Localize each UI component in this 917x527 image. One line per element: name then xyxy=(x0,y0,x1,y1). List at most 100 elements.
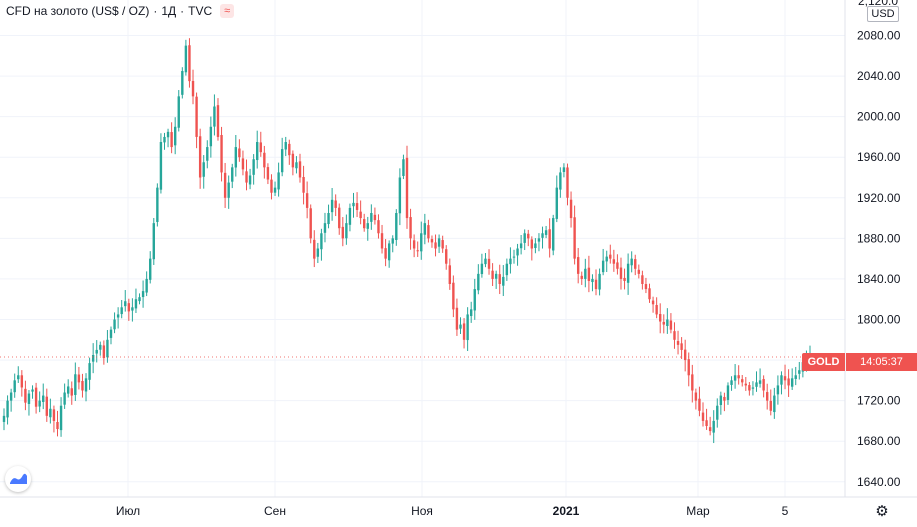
candle-body xyxy=(626,263,630,283)
candle-body xyxy=(648,288,651,300)
candle-body xyxy=(17,375,20,380)
candle-body xyxy=(694,392,698,401)
candle-body xyxy=(270,179,273,193)
candle-body xyxy=(280,149,284,173)
chart-header: CFD на золото (US$ / OZ) · 1Д · TVC ≈ xyxy=(6,3,235,19)
candle-body xyxy=(455,307,459,330)
candle-body xyxy=(170,132,173,148)
candle-body xyxy=(56,421,59,430)
candle-body xyxy=(680,343,683,350)
candle-body xyxy=(91,355,95,362)
candle-body xyxy=(113,319,116,330)
y-tick-label: 1800.00 xyxy=(857,313,901,327)
candle-body xyxy=(619,267,623,279)
gear-icon[interactable]: ⚙ xyxy=(875,503,889,520)
candle-body xyxy=(6,400,9,418)
candle-body xyxy=(370,213,373,222)
candle-body xyxy=(24,388,27,403)
candle-body xyxy=(288,143,291,156)
candle-body xyxy=(448,265,451,284)
candle-body xyxy=(363,219,366,229)
candle-body xyxy=(273,187,277,193)
candle-body xyxy=(662,321,665,325)
candle-body xyxy=(659,314,662,322)
candle-body xyxy=(580,275,583,279)
candle-body xyxy=(402,159,405,176)
candle-body xyxy=(783,376,787,381)
candle-body xyxy=(63,392,66,405)
candle-body xyxy=(355,203,359,210)
candle-body xyxy=(220,135,223,173)
candle-body xyxy=(609,254,612,259)
symbol-price-tag: GOLD xyxy=(802,353,845,371)
candle-body xyxy=(359,211,362,219)
candle-body xyxy=(762,379,765,391)
candle-body xyxy=(744,383,748,386)
candle-body xyxy=(291,153,295,168)
candle-body xyxy=(787,378,790,386)
candle-body xyxy=(42,395,45,402)
y-tick-label: 2080.00 xyxy=(857,29,901,43)
candle-body xyxy=(584,268,587,279)
candle-body xyxy=(487,258,491,269)
candle-body xyxy=(298,161,302,178)
y-tick-label: 1920.00 xyxy=(857,191,901,205)
candle-body xyxy=(327,213,330,225)
candle-body xyxy=(256,142,259,161)
header-separator: · xyxy=(153,4,158,18)
candle-body xyxy=(544,230,548,235)
candle-body xyxy=(330,199,334,213)
candle-body xyxy=(651,300,655,305)
candle-body xyxy=(124,301,127,307)
candle-body xyxy=(573,217,576,259)
candle-body xyxy=(245,171,248,183)
symbol-title[interactable]: CFD на золото (US$ / OZ) xyxy=(6,4,150,18)
candle-body xyxy=(673,331,676,340)
candle-body xyxy=(723,396,726,401)
interval-label[interactable]: 1Д xyxy=(161,4,177,18)
candle-body xyxy=(605,256,608,262)
candle-body xyxy=(712,420,715,433)
candle-body xyxy=(612,259,616,264)
candle-body xyxy=(594,279,598,290)
candle-body xyxy=(102,345,106,359)
candle-body xyxy=(263,152,266,168)
countdown-tag: 14:05:37 xyxy=(846,353,917,371)
candle-body xyxy=(145,278,148,293)
candle-body xyxy=(776,385,780,395)
y-tick-label: 1640.00 xyxy=(857,475,901,489)
source-label[interactable]: TVC xyxy=(188,4,213,18)
candle-body xyxy=(266,167,270,180)
candle-body xyxy=(348,207,352,225)
currency-badge[interactable]: USD xyxy=(867,6,899,22)
wave-icon[interactable]: ≈ xyxy=(220,4,235,18)
candle-body xyxy=(405,157,409,219)
x-tick-label: Мар xyxy=(686,504,710,518)
candle-body xyxy=(302,176,305,193)
candle-body xyxy=(773,395,776,413)
candle-body xyxy=(616,262,619,269)
candle-body xyxy=(305,193,309,208)
candle-body xyxy=(601,260,605,273)
candle-body xyxy=(223,172,227,198)
y-tick-label: 2000.00 xyxy=(857,110,901,124)
tradingview-logo-icon[interactable] xyxy=(5,466,31,492)
price-axis-top-label: 2,120.0 xyxy=(858,0,899,8)
candle-body xyxy=(99,344,102,350)
candle-body xyxy=(88,363,91,380)
candle-body xyxy=(252,159,255,175)
candle-body xyxy=(491,270,494,279)
candle-body xyxy=(430,239,434,243)
candle-body xyxy=(120,307,123,315)
y-tick-label: 1680.00 xyxy=(857,434,901,448)
candle-body xyxy=(152,223,155,260)
candle-body xyxy=(259,142,262,153)
candle-body xyxy=(163,136,166,143)
candle-body xyxy=(559,172,562,190)
candle-body xyxy=(409,217,412,239)
candle-body xyxy=(748,385,751,391)
candle-body xyxy=(141,291,145,298)
candle-body xyxy=(541,233,544,238)
